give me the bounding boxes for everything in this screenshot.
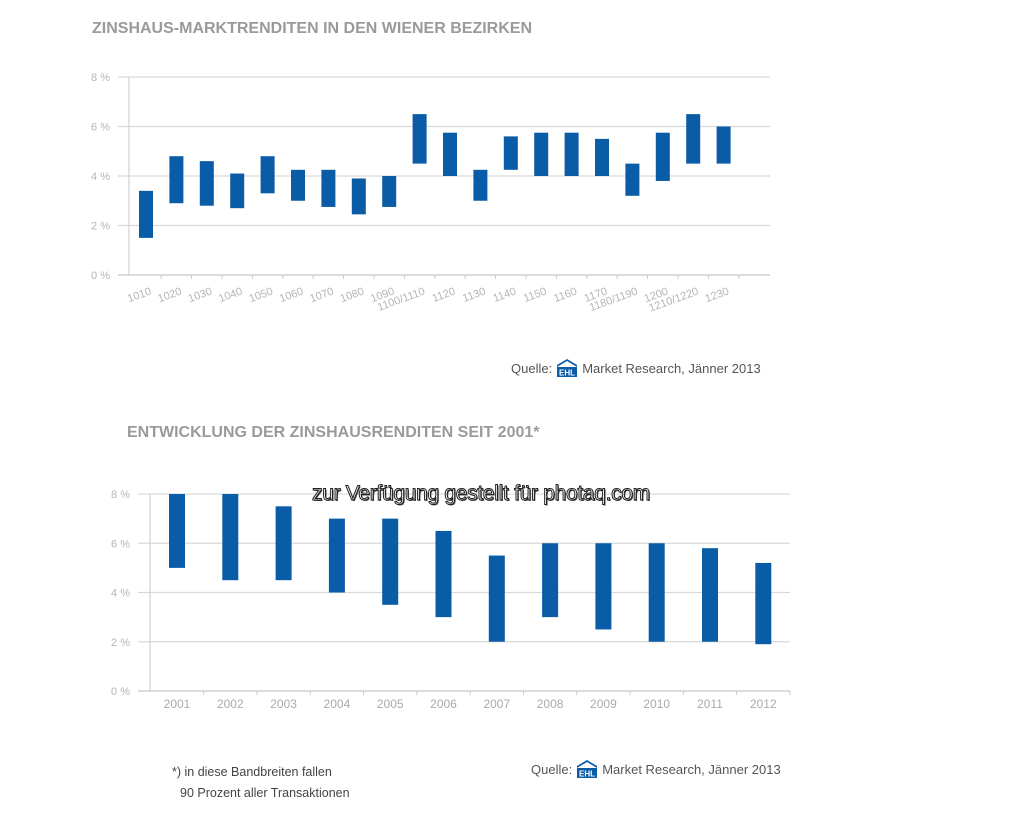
y-tick-label: 4 % — [91, 171, 110, 183]
y-tick-label: 0 % — [111, 686, 130, 698]
y-tick-label: 8 % — [111, 489, 130, 501]
range-bar — [222, 494, 239, 581]
x-tick-label: 1120 — [431, 286, 457, 305]
range-bar — [321, 169, 336, 207]
x-tick-label: 1130 — [461, 286, 487, 305]
watermark-text: zur Verfügung gestellt für photaq.com — [312, 482, 651, 506]
range-bar — [382, 518, 399, 605]
source-text: Market Research, Jänner 2013 — [602, 761, 781, 777]
range-bar — [169, 494, 185, 568]
svg-text:EHL: EHL — [579, 770, 595, 779]
x-tick-label: 1010 — [126, 286, 153, 306]
x-tick-label: 1030 — [187, 286, 214, 306]
range-bar — [139, 190, 153, 238]
range-bar — [412, 114, 427, 164]
range-bar — [686, 114, 701, 164]
range-bar — [443, 132, 457, 176]
range-bar — [328, 518, 345, 593]
x-tick-label: 2001 — [164, 697, 191, 711]
range-bar — [435, 530, 452, 618]
range-bar — [702, 548, 718, 642]
range-bar — [564, 132, 579, 176]
x-tick-label: 1230 — [704, 286, 731, 306]
range-bar — [625, 163, 640, 196]
x-tick-label: 2009 — [590, 697, 617, 711]
source-prefix: Quelle: — [531, 761, 573, 777]
x-tick-label: 1020 — [156, 286, 183, 306]
x-tick-label: 2008 — [537, 697, 564, 711]
y-tick-label: 6 % — [91, 122, 110, 134]
y-tick-label: 0 % — [91, 270, 110, 282]
source-prefix: Quelle: — [511, 360, 553, 376]
ehl-logo-icon: EHL — [576, 760, 598, 779]
x-tick-label: 1050 — [248, 286, 275, 306]
x-tick-label: 2004 — [324, 697, 351, 711]
range-bar — [655, 132, 670, 181]
source-text: Market Research, Jänner 2013 — [582, 360, 761, 376]
chart2-source: Quelle: EHL Market Research, Jänner 2013 — [531, 760, 781, 779]
range-bar — [542, 543, 559, 618]
footnote-line-2: 90 Prozent aller Transaktionen — [180, 786, 350, 800]
x-tick-label: 1070 — [308, 286, 335, 306]
range-bar — [382, 176, 397, 207]
range-bar — [716, 126, 731, 164]
y-tick-label: 6 % — [111, 538, 130, 550]
x-tick-label: 1140 — [491, 286, 517, 305]
chart1-title: ZINSHAUS-MARKTRENDITEN IN DEN WIENER BEZ… — [92, 20, 532, 37]
range-bar — [230, 173, 245, 209]
chart2-title: ENTWICKLUNG DER ZINSHAUSRENDITEN SEIT 20… — [127, 424, 540, 441]
range-bar — [351, 178, 366, 215]
x-tick-label: 1080 — [339, 286, 366, 306]
x-tick-label: 1150 — [522, 286, 548, 305]
range-bar — [260, 156, 275, 194]
x-tick-label: 2003 — [270, 697, 297, 711]
x-tick-label: 1060 — [278, 286, 305, 306]
range-bar — [488, 555, 505, 642]
y-tick-label: 8 % — [91, 72, 110, 84]
footnote-line-1: *) in diese Bandbreiten fallen — [172, 765, 332, 779]
range-bar — [291, 169, 305, 201]
range-bar — [595, 543, 612, 630]
x-tick-label: 2011 — [697, 697, 723, 711]
range-bar — [534, 132, 549, 176]
range-bar — [503, 136, 518, 170]
chart2-footnote: *) in diese Bandbreiten fallen 90 Prozen… — [172, 762, 350, 804]
x-tick-label: 1160 — [552, 286, 578, 305]
x-tick-label: 2005 — [377, 697, 404, 711]
x-tick-label: 2002 — [217, 697, 244, 711]
y-tick-label: 2 % — [111, 637, 130, 649]
x-tick-label: 2006 — [430, 697, 457, 711]
ehl-logo-icon: EHL — [556, 359, 578, 378]
y-tick-label: 2 % — [91, 221, 110, 233]
range-bar — [199, 161, 214, 206]
x-tick-label: 2007 — [483, 697, 510, 711]
svg-text:EHL: EHL — [559, 369, 575, 378]
range-bar — [755, 562, 772, 645]
chart1-source: Quelle: EHL Market Research, Jänner 2013 — [511, 359, 761, 378]
range-bar — [169, 156, 184, 204]
x-tick-label: 1040 — [217, 286, 244, 306]
y-tick-label: 4 % — [111, 588, 130, 600]
x-tick-label: 2012 — [750, 697, 777, 711]
range-bar — [473, 169, 488, 201]
x-tick-label: 2010 — [643, 697, 670, 711]
range-bar — [275, 506, 292, 581]
range-bar — [648, 543, 665, 642]
range-bar — [595, 138, 609, 176]
